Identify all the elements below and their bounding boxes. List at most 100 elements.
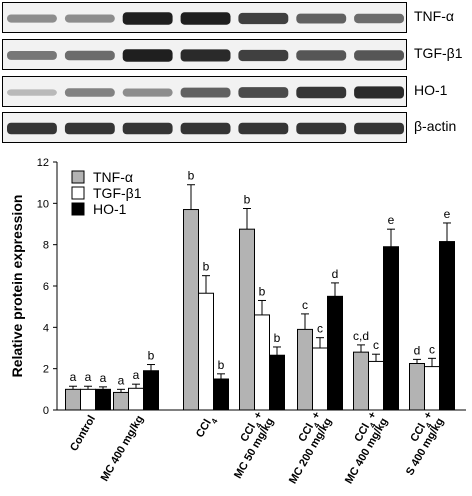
significance-label: e — [444, 207, 451, 221]
blot-band — [238, 122, 289, 135]
bar — [312, 347, 328, 411]
blot-band — [238, 87, 289, 98]
blot-band — [180, 122, 231, 135]
blot-band — [122, 12, 173, 25]
significance-label: a — [118, 373, 125, 387]
x-category-label: CCl4 +MC 200 mg/kg — [287, 410, 334, 487]
significance-label: c — [429, 342, 435, 356]
blot-bands — [3, 77, 406, 106]
blot-band — [296, 13, 347, 24]
y-tick-label: 4 — [43, 322, 49, 334]
significance-label: b — [244, 193, 251, 207]
blot-bands — [3, 3, 406, 32]
x-category-label: MC 400 mg/kg — [99, 414, 146, 484]
x-category-label: CCl4 +MC 50 mg/kg — [232, 410, 276, 481]
bar — [424, 366, 440, 411]
blot-band — [180, 49, 231, 62]
significance-label: d — [414, 343, 421, 357]
blot-band — [122, 122, 173, 135]
bar — [183, 209, 199, 411]
blot-band — [64, 122, 115, 135]
significance-label: e — [388, 213, 395, 227]
bar — [297, 328, 313, 411]
blot-band — [354, 50, 404, 61]
legend-swatch — [71, 186, 85, 200]
y-tick-label: 2 — [43, 364, 49, 376]
blot-band — [64, 14, 115, 23]
blot-band — [354, 13, 404, 24]
legend-swatch — [71, 202, 85, 216]
blot-label-ho1: HO-1 — [414, 82, 448, 98]
blot-band — [122, 88, 173, 97]
bar — [213, 378, 229, 411]
blot-band — [64, 88, 115, 97]
bar — [353, 351, 369, 411]
bar — [269, 354, 285, 411]
legend-label: TNF-α — [93, 169, 133, 185]
bar — [80, 388, 96, 411]
significance-label: c — [373, 338, 379, 352]
blot-band — [7, 89, 57, 96]
significance-label: b — [259, 284, 266, 298]
y-axis-label: Relative protein expression — [9, 195, 25, 378]
legend-swatch — [71, 170, 85, 184]
blot-label-actin: β-actin — [414, 118, 457, 134]
bar — [254, 314, 270, 411]
x-tick-label: CCl4 — [194, 413, 219, 441]
significance-label: a — [70, 370, 77, 384]
legend-label: TGF-β1 — [93, 185, 142, 201]
legend-label: HO-1 — [93, 201, 127, 217]
blot-band — [7, 14, 57, 23]
significance-label: b — [274, 331, 281, 345]
y-tick-label: 0 — [43, 405, 49, 417]
blot-band — [180, 87, 231, 98]
bar — [113, 391, 129, 411]
x-tick-label: Control — [68, 414, 98, 454]
blot-band — [296, 86, 347, 99]
blot-band — [64, 50, 115, 61]
blot-row-tnf — [2, 2, 407, 33]
y-tick-label: 8 — [43, 240, 49, 252]
blot-band — [180, 12, 231, 25]
blot-row-actin — [2, 112, 407, 143]
bar — [239, 228, 255, 411]
blot-band — [7, 51, 57, 60]
bar — [409, 363, 425, 411]
x-category-label: CCl4 +S 400 mg/kg — [404, 410, 446, 478]
significance-label: a — [133, 368, 140, 382]
bar — [95, 388, 111, 411]
blot-band — [354, 122, 404, 135]
significance-label: a — [85, 370, 92, 384]
significance-label: b — [203, 260, 210, 274]
bar — [327, 295, 343, 411]
significance-label: b — [148, 349, 155, 363]
blot-bands — [3, 113, 406, 142]
blot-band — [296, 50, 347, 61]
blot-label-tgf: TGF-β1 — [414, 45, 463, 61]
blot-band — [238, 49, 289, 62]
significance-label: c — [302, 298, 308, 312]
x-category-label: Control — [68, 414, 98, 454]
bar — [383, 246, 399, 411]
bar — [65, 388, 81, 411]
y-tick-label: 10 — [37, 198, 49, 210]
blot-label-tnf: TNF-α — [414, 8, 454, 24]
blot-band — [122, 49, 173, 62]
blot-band — [296, 122, 347, 135]
x-category-label: CCl4 +MC 400 mg/kg — [343, 410, 390, 487]
bar — [368, 360, 384, 411]
blot-row-ho1 — [2, 76, 407, 107]
blot-bands — [3, 40, 406, 69]
bar — [143, 370, 159, 411]
bar — [198, 292, 214, 411]
blot-row-tgf — [2, 39, 407, 70]
y-tick-label: 6 — [43, 281, 49, 293]
blot-band — [354, 86, 404, 99]
x-category-label: CCl4 — [194, 413, 219, 441]
blot-band — [7, 122, 57, 135]
blot-band — [238, 12, 289, 25]
significance-label: b — [218, 358, 225, 372]
significance-label: d — [332, 267, 339, 281]
significance-label: b — [188, 169, 195, 183]
